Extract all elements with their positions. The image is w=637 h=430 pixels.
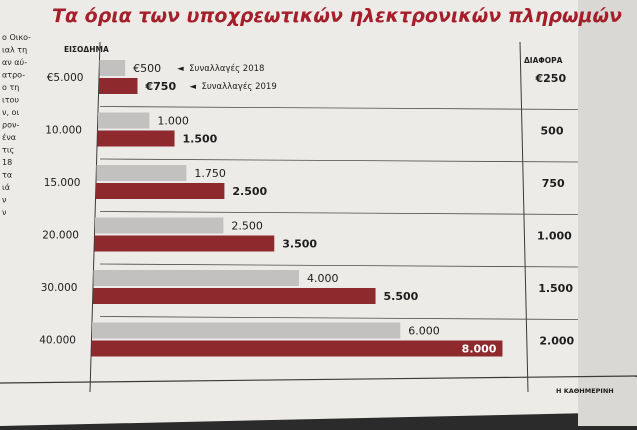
row-separator (99, 263, 579, 268)
legend-2019: Συναλλαγές 2019 (202, 81, 277, 92)
chart-row: 2.500 1.750 15.000 750 (44, 158, 579, 199)
category-label: 20.000 (42, 230, 79, 242)
legend-2018: Συναλλαγές 2018 (189, 63, 264, 74)
bar-2019 (91, 340, 503, 357)
difference-value: 2.000 (539, 335, 574, 348)
article-text-line: ιά (2, 183, 10, 192)
difference-value: 1.500 (538, 282, 573, 295)
difference-column-divider (519, 41, 529, 393)
bar-2018 (94, 217, 224, 234)
chart-row: €750 €500 ◄ Συναλλαγές 2018 ◄ Συναλλαγές 2019… (47, 60, 566, 94)
article-text-line: ν (2, 208, 7, 217)
article-text-line: ν, οι (2, 108, 19, 117)
article-text-fragment: ο Οικο-ιαλ τη αν αύ-ατρο-ο τη ιτου ν, οι ρον… (2, 33, 31, 217)
chart-row: 8.000 6.000 40.000 2.000 (39, 316, 579, 357)
data-label-2019: 8.000 (462, 343, 497, 356)
article-text-line: τις (2, 146, 14, 155)
data-label-2019: €750 (145, 80, 177, 93)
page-edge-shadow (578, 0, 637, 426)
data-label-2019: 1.500 (183, 133, 218, 146)
chart-row: 1.500 1.000 10.000 500 (45, 106, 579, 147)
row-separator (99, 211, 579, 215)
bottom-rule (0, 375, 637, 384)
bar-2019 (97, 130, 175, 147)
article-text-line: 18 (2, 158, 12, 167)
category-label: 10.000 (45, 125, 82, 137)
article-text-line: ένα (2, 132, 16, 142)
credit-label: Η ΚΑΘΗΜΕΡΙΝΗ (556, 387, 614, 395)
difference-value: €250 (534, 72, 566, 85)
chart-row: 5.500 4.000 30.000 1.500 (41, 263, 579, 304)
data-label-2019: 5.500 (384, 290, 419, 303)
bar-2018 (96, 165, 187, 181)
category-label: 15.000 (44, 177, 81, 189)
article-text-line: ρον- (2, 121, 19, 130)
data-label-2018: 2.500 (231, 220, 263, 233)
data-label-2018: €500 (133, 62, 161, 75)
article-text-line: ατρο- (2, 71, 25, 80)
article-text-line: ιτου (2, 96, 19, 105)
bar-2019 (98, 78, 138, 94)
difference-header: ΔΙΑΦΟΡΑ (524, 56, 563, 65)
data-label-2018: 1.000 (157, 115, 189, 128)
article-text-line: ν (2, 196, 7, 205)
data-label-2018: 6.000 (408, 325, 440, 338)
data-label-2019: 3.500 (282, 238, 317, 251)
category-label: 30.000 (41, 282, 78, 294)
article-text-line: ιαλ τη (2, 46, 27, 55)
article-text-line: ο τη (2, 83, 19, 92)
data-label-2019: 2.500 (232, 185, 267, 198)
difference-value: 1.000 (537, 230, 572, 243)
chart-title: Τα όρια των υποχρεωτικών ηλεκτρονικών πλ… (52, 5, 622, 27)
chart-rows: €750 €500 ◄ Συναλλαγές 2018 ◄ Συναλλαγές 2019… (39, 60, 579, 357)
bar-2019 (95, 183, 225, 199)
legend-arrow: ◄ (177, 64, 184, 74)
data-label-2018: 1.750 (194, 167, 226, 180)
bar-2018 (91, 322, 401, 339)
bar-2018 (99, 60, 126, 76)
row-separator (99, 106, 579, 110)
article-text-line: ο Οικο- (2, 33, 31, 42)
article-text-line: τα (2, 171, 12, 180)
bar-2019 (92, 288, 376, 304)
value-axis (89, 41, 101, 393)
chart-row: 3.500 2.500 20.000 1.000 (42, 211, 579, 252)
bar-2018 (97, 112, 150, 129)
article-text-line: αν αύ- (2, 57, 27, 67)
row-separator (99, 158, 579, 163)
category-label: €5.000 (47, 72, 84, 84)
bar-2018 (93, 270, 299, 286)
row-separator (99, 316, 579, 320)
category-header: ΕΙΣΟΔΗΜΑ (64, 45, 109, 54)
difference-value: 500 (541, 125, 564, 138)
difference-value: 750 (542, 177, 565, 190)
bar-2019 (94, 235, 275, 252)
category-label: 40.000 (39, 335, 76, 347)
legend-arrow: ◄ (190, 82, 197, 92)
data-label-2018: 4.000 (307, 272, 339, 285)
